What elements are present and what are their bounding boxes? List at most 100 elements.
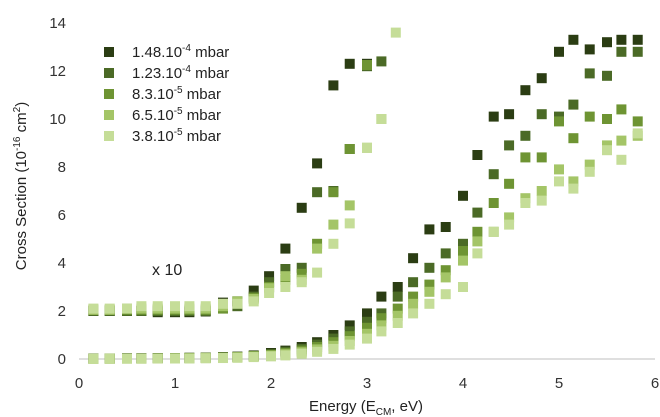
data-point-series-2 (568, 99, 579, 110)
x-axis-label-main: Energy (E (309, 398, 376, 415)
x10-point-series-1 (248, 285, 259, 296)
x-tick-label: 1 (171, 375, 179, 392)
y-tick-label: 6 (58, 207, 66, 224)
legend-label-base: 1.23.10 (132, 65, 182, 82)
legend-marker-series-2 (104, 68, 114, 78)
data-point-series-3 (392, 303, 403, 314)
x-axis-label: Energy (ECM, eV) (309, 398, 423, 417)
x10-point-series-1 (328, 80, 339, 91)
data-point-series-2 (632, 46, 643, 57)
data-point-series-1 (554, 46, 564, 57)
x10-point-series-1 (312, 158, 323, 169)
legend-label-base: 1.48.10 (132, 44, 182, 61)
x10-point-series-5 (200, 301, 211, 312)
x10-point-series-4 (328, 219, 339, 230)
data-point-series-2 (536, 109, 547, 120)
data-point-series-3 (440, 265, 451, 276)
data-point-series-4 (376, 320, 387, 331)
data-point-series-4 (504, 212, 515, 223)
data-point-series-5 (472, 248, 483, 259)
data-point-series-2 (520, 130, 531, 141)
data-point-series-5 (458, 282, 468, 292)
data-point-series-1 (472, 150, 483, 160)
data-point-series-1 (488, 111, 499, 122)
data-point-series-1 (344, 320, 355, 331)
legend-label-exponent: -4 (182, 64, 191, 75)
data-point-series-1 (568, 34, 579, 45)
data-point-series-2 (458, 238, 468, 249)
legend-label-exponent: -5 (174, 127, 183, 138)
legend-label-unit: mbar (183, 107, 221, 124)
data-point-series-5 (344, 339, 355, 350)
data-point-series-5 (568, 183, 579, 194)
data-point-series-3 (520, 152, 531, 163)
x-tick-label: 6 (651, 375, 659, 392)
legend-marker-series-1 (104, 47, 114, 57)
data-point-series-3 (584, 111, 595, 122)
data-point-series-2 (584, 68, 595, 79)
data-points (88, 27, 643, 364)
x10-point-series-5 (390, 27, 401, 38)
data-point-series-3 (362, 322, 372, 333)
data-point-series-1 (424, 224, 435, 235)
data-point-series-5 (280, 350, 291, 361)
data-point-series-3 (554, 116, 564, 127)
data-point-series-4 (568, 176, 579, 187)
data-point-series-5 (602, 145, 612, 156)
legend-label-series-1: 1.48.10-4 mbar (132, 43, 229, 61)
data-point-series-5 (184, 353, 195, 364)
data-point-series-5 (248, 352, 259, 363)
data-point-series-5 (362, 333, 372, 344)
x10-point-series-5 (264, 288, 275, 298)
x10-point-series-5 (296, 277, 307, 288)
data-point-series-4 (440, 272, 451, 283)
x10-point-series-5 (218, 298, 228, 309)
data-point-series-1 (520, 85, 531, 96)
data-point-series-5 (266, 351, 276, 362)
data-point-series-1 (440, 222, 451, 232)
data-point-series-5 (328, 343, 339, 354)
x10-point-series-5 (232, 298, 243, 309)
data-point-series-5 (376, 326, 387, 337)
data-point-series-1 (408, 253, 419, 264)
data-point-series-5 (152, 353, 163, 364)
data-point-series-2 (392, 291, 403, 302)
y-axis-label-tail: ) (13, 102, 30, 107)
data-point-series-3 (376, 313, 387, 324)
x10-point-series-5 (122, 303, 132, 314)
x10-point-series-5 (280, 282, 291, 292)
data-point-series-4 (616, 135, 627, 146)
x10-point-series-1 (296, 202, 307, 213)
legend-label-base: 8.3.10 (132, 86, 174, 103)
legend-label-exponent: -5 (174, 106, 183, 117)
data-point-series-1 (376, 291, 387, 302)
data-point-series-4 (392, 310, 403, 321)
x10-point-series-4 (344, 200, 355, 211)
x-tick-label: 2 (267, 375, 275, 392)
x10-point-series-1 (264, 271, 275, 282)
data-point-series-5 (408, 308, 419, 319)
data-point-series-5 (440, 289, 451, 300)
data-point-series-4 (458, 255, 468, 266)
y-axis-label-sup2: 2 (12, 106, 23, 112)
legend-label-exponent: -4 (182, 43, 191, 54)
legend-label-series-5: 3.8.10-5 mbar (132, 127, 221, 145)
data-point-series-2 (504, 140, 515, 151)
y-tick-label: 14 (49, 15, 66, 32)
data-point-series-5 (296, 348, 307, 359)
x-tick-label: 0 (75, 375, 83, 392)
x10-point-series-2 (296, 262, 307, 273)
data-point-series-3 (488, 198, 499, 208)
x10-point-series-5 (328, 238, 339, 249)
y-tick-label: 10 (49, 111, 66, 128)
data-point-series-3 (536, 152, 547, 163)
data-point-series-2 (440, 248, 451, 259)
y-axis-label-sup: -16 (12, 136, 23, 151)
x10-point-series-2 (280, 264, 291, 274)
legend-label-exponent: -5 (174, 85, 183, 96)
data-point-series-4 (472, 236, 483, 247)
x-tick-label: 3 (363, 375, 371, 392)
legend-marker-series-4 (104, 110, 114, 120)
